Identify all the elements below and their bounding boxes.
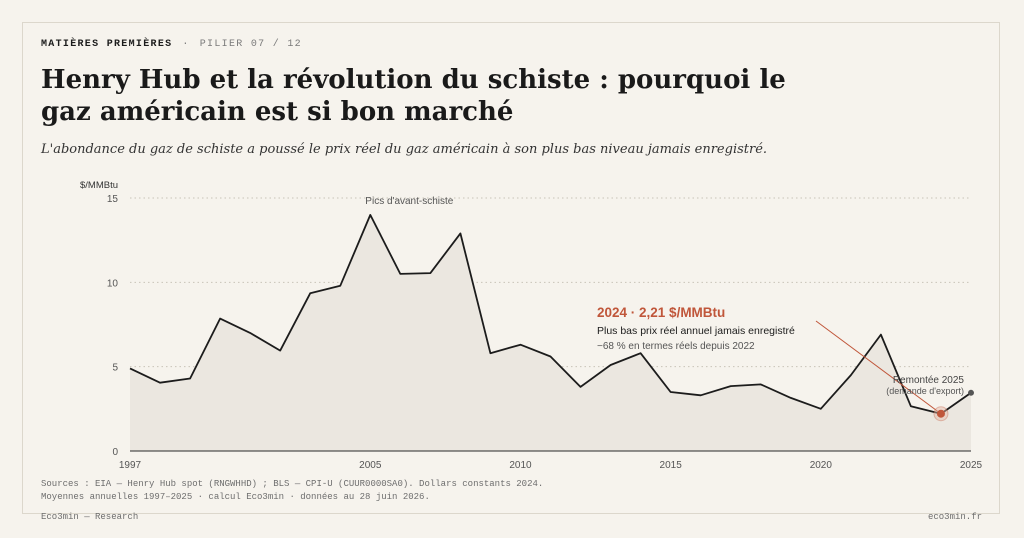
sources-line-1: Sources : EIA — Henry Hub spot (RNGWHHD)… bbox=[41, 479, 544, 489]
y-tick-label: 0 bbox=[112, 447, 118, 458]
y-tick-label: 15 bbox=[107, 194, 119, 205]
annotation-leader-line bbox=[815, 320, 942, 415]
x-tick-label: 1997 bbox=[119, 460, 142, 471]
footer-brand: Eco3min — Research bbox=[41, 512, 139, 522]
x-tick-label: 2025 bbox=[960, 460, 983, 471]
x-tick-label: 2015 bbox=[660, 460, 683, 471]
rebound-line1: Remontée 2025 bbox=[893, 375, 965, 386]
rebound-line2: (demande d'export) bbox=[886, 386, 964, 396]
kicker-pillar: PILIER 07 / 12 bbox=[199, 39, 302, 50]
highlight-headline: 2024 · 2,21 $/MMBtu bbox=[597, 305, 725, 320]
y-tick-label: 10 bbox=[107, 278, 119, 289]
page-title: Henry Hub et la révolution du schiste : … bbox=[41, 65, 786, 127]
sources-line-2: Moyennes annuelles 1997–2025 · calcul Ec… bbox=[41, 492, 430, 502]
series-line bbox=[129, 214, 972, 415]
end-point bbox=[968, 389, 974, 396]
page-subtitle: L'abondance du gaz de schiste a poussé l… bbox=[41, 142, 768, 157]
sources-note: Sources : EIA — Henry Hub spot (RNGWHHD)… bbox=[41, 478, 543, 504]
ticks-layer: 0 5 10 15 1997 2005 2010 2015 2020 2025 bbox=[107, 194, 983, 471]
x-tick-label: 2005 bbox=[359, 460, 382, 471]
y-tick-label: 5 bbox=[112, 363, 118, 374]
y-axis-label: $/MMBtu bbox=[80, 180, 118, 191]
highlight-line1: Plus bas prix réel annuel jamais enregis… bbox=[597, 325, 795, 337]
area-fill bbox=[130, 214, 971, 451]
footer-site-link[interactable]: eco3min.fr bbox=[927, 512, 982, 522]
kicker: MATIÈRES PREMIÈRES · PILIER 07 / 12 bbox=[41, 39, 302, 50]
highlight-point bbox=[936, 409, 945, 418]
x-tick-label: 2010 bbox=[509, 460, 532, 471]
highlight-line2: −68 % en termes réels depuis 2022 bbox=[597, 341, 755, 352]
kicker-section: MATIÈRES PREMIÈRES bbox=[41, 39, 173, 50]
peaks-annotation: Pics d'avant-schiste bbox=[365, 196, 453, 207]
card-frame bbox=[22, 22, 1000, 514]
x-tick-label: 2020 bbox=[810, 460, 833, 471]
kicker-separator: · bbox=[182, 39, 190, 50]
